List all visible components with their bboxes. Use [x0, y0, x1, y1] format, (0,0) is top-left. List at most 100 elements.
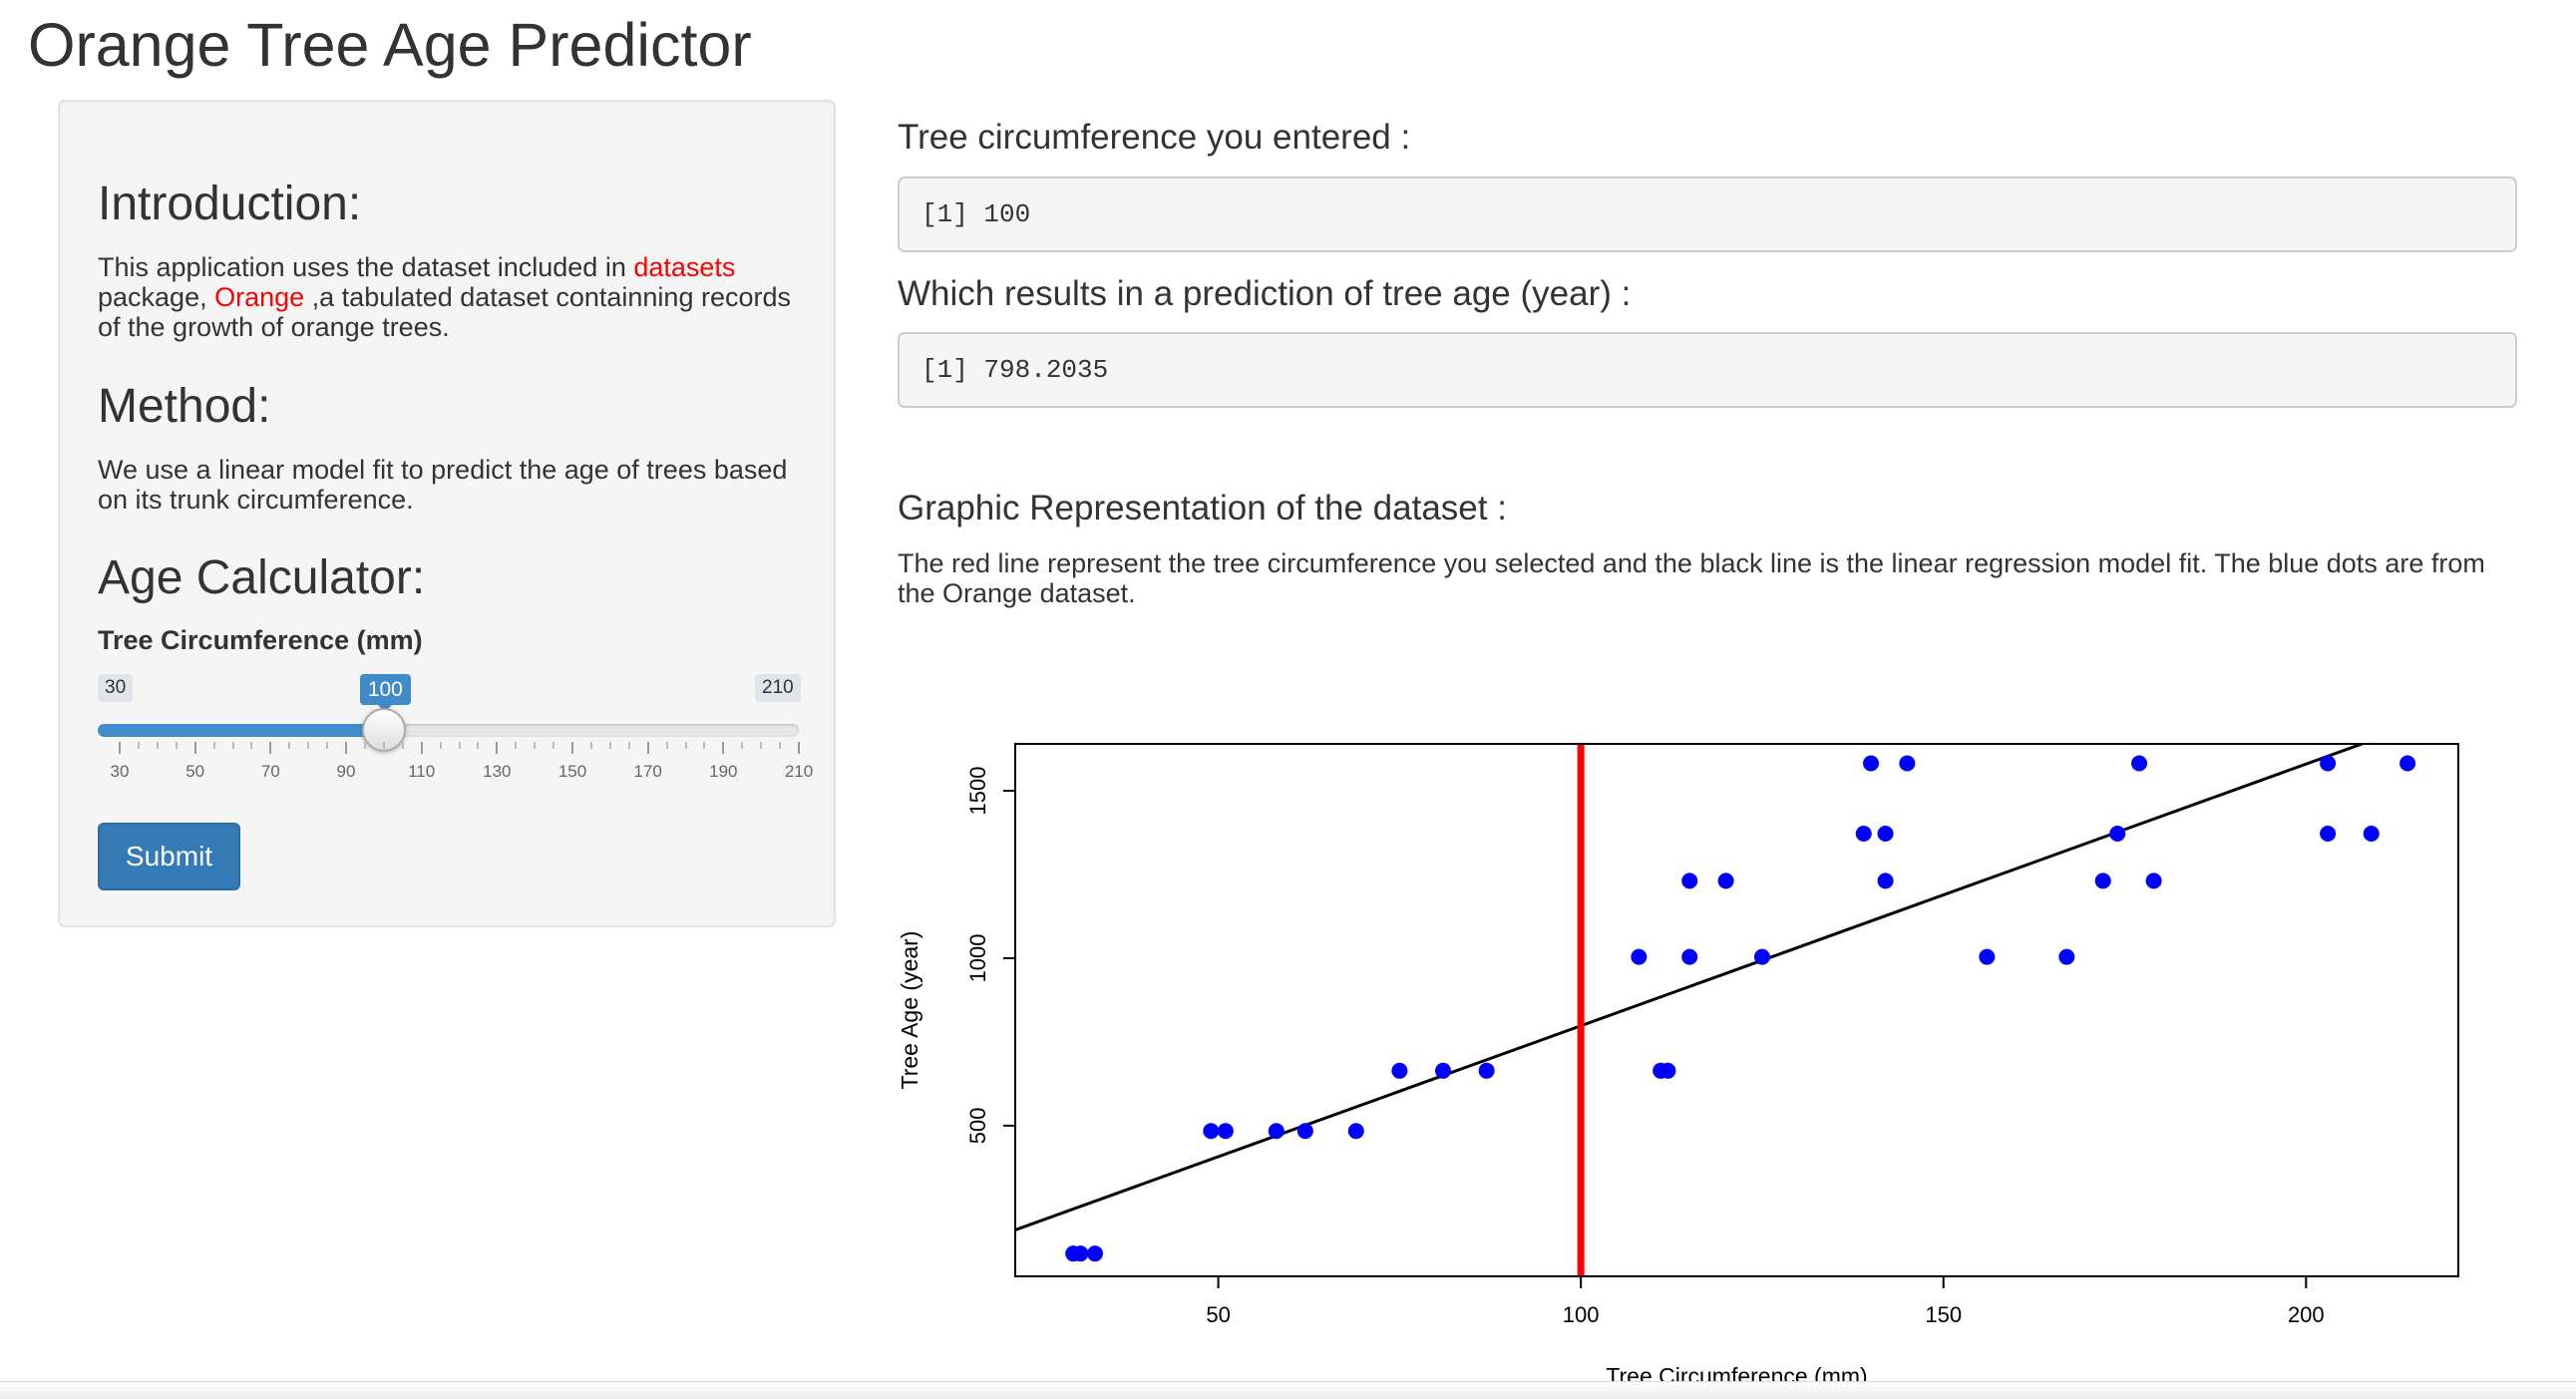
slider-minor-tick [382, 742, 385, 749]
data-point [1899, 755, 1916, 772]
data-point [1855, 826, 1872, 843]
y-tick-label: 500 [965, 1108, 990, 1145]
slider-minor-tick [534, 742, 537, 749]
slider-tick-label: 110 [408, 762, 436, 781]
data-point [1877, 873, 1894, 889]
entered-heading: Tree circumference you entered : [898, 118, 1411, 157]
slider-major-tick [798, 742, 800, 754]
slider-minor-tick [156, 742, 159, 749]
intro-text-part1: This application uses the dataset includ… [98, 252, 634, 282]
data-point [1217, 1123, 1234, 1140]
slider-major-tick [646, 742, 649, 754]
y-tick-label: 1500 [965, 767, 990, 816]
orange-highlight: Orange [214, 282, 305, 312]
data-point [1478, 1062, 1495, 1079]
data-point [2320, 755, 2337, 772]
slider-minor-tick [779, 742, 782, 749]
data-point [1347, 1123, 1364, 1140]
data-point [1072, 1245, 1089, 1262]
prediction-output: [1] 798.2035 [898, 332, 2517, 408]
plot-frame [1014, 743, 2459, 1277]
data-point [2109, 826, 2126, 843]
slider-tick-label: 210 [784, 762, 814, 781]
slider-minor-tick [137, 742, 140, 749]
data-point [1681, 948, 1698, 965]
x-tick-label: 150 [1925, 1302, 1962, 1327]
data-point [1086, 1245, 1103, 1262]
introduction-text: This application uses the dataset includ… [98, 252, 806, 342]
data-point [2131, 755, 2148, 772]
slider-major-tick [345, 742, 347, 754]
data-point [1979, 948, 1996, 965]
entered-output: [1] 100 [898, 176, 2517, 252]
slider-minor-tick [515, 742, 518, 749]
slider-minor-tick [665, 742, 668, 749]
slider-minor-tick [175, 742, 178, 749]
slider-minor-tick [552, 742, 555, 749]
data-point [2094, 873, 2111, 889]
slider-tick-label: 150 [557, 762, 587, 781]
y-axis-label: Tree Age (year) [898, 931, 922, 1090]
slider-minor-tick [439, 742, 442, 749]
data-point [1877, 826, 1894, 843]
submit-button[interactable]: Submit [98, 823, 240, 890]
slider-track[interactable] [98, 724, 799, 737]
slider-major-tick [496, 742, 499, 754]
slider-minor-tick [741, 742, 744, 749]
slider-tick-label: 190 [709, 762, 738, 781]
data-point [1203, 1123, 1220, 1140]
data-point [2363, 826, 2380, 843]
slider-value-label: 100 [359, 674, 411, 712]
data-point [1435, 1062, 1452, 1079]
slider-major-tick [193, 742, 196, 754]
data-point [1717, 873, 1734, 889]
data-point [1268, 1123, 1285, 1140]
slider-minor-tick [363, 742, 366, 749]
introduction-heading: Introduction: [98, 177, 362, 230]
intro-text-part2: package, [98, 282, 215, 312]
slider-minor-tick [326, 742, 329, 749]
data-point [2058, 948, 2075, 965]
y-tick-label: 1000 [965, 933, 990, 982]
method-heading: Method: [98, 380, 271, 433]
slider-major-tick [119, 742, 121, 754]
slider-major-tick [420, 742, 423, 754]
graphic-heading: Graphic Representation of the dataset : [898, 489, 1507, 527]
graphic-description: The red line represent the tree circumfe… [898, 548, 2485, 608]
slider-tick-label: 130 [483, 762, 512, 781]
data-point [1659, 1062, 1676, 1079]
data-point [1296, 1123, 1313, 1140]
data-point [1753, 948, 1770, 965]
prediction-heading: Which results in a prediction of tree ag… [898, 274, 1632, 313]
slider-minor-tick [477, 742, 480, 749]
app-title: Orange Tree Age Predictor [28, 11, 752, 79]
datasets-highlight: datasets [633, 252, 736, 282]
slider-major-tick [269, 742, 272, 754]
slider-ticks: 30 50 70 90 110 130 150 170 190 210 [60, 742, 838, 802]
circumference-slider-label: Tree Circumference (mm) [98, 625, 423, 655]
slider-minor-tick [307, 742, 310, 749]
slider-minor-tick [608, 742, 611, 749]
slider-tick-label: 70 [260, 762, 280, 781]
slider-max-label: 210 [755, 674, 801, 702]
x-tick-label: 200 [2288, 1302, 2325, 1327]
slider-major-tick [722, 742, 725, 754]
slider-minor-tick [627, 742, 630, 749]
data-point [2145, 873, 2162, 889]
intro-text-part3: ,a tabulated dataset containning records… [98, 282, 791, 342]
x-tick-label: 100 [1563, 1302, 1600, 1327]
slider-minor-tick [760, 742, 763, 749]
window-bottom-edge [0, 1381, 2576, 1399]
slider-minor-tick [288, 742, 291, 749]
slider-minor-tick [401, 742, 404, 749]
data-point [2399, 755, 2416, 772]
data-point [1863, 755, 1880, 772]
method-text: We use a linear model fit to predict the… [98, 455, 788, 515]
slider-minor-tick [703, 742, 706, 749]
slider-minor-tick [589, 742, 592, 749]
age-calculator-heading: Age Calculator: [98, 551, 426, 604]
slider-major-tick [571, 742, 573, 754]
sidebar-panel: Introduction: This application uses the … [58, 100, 836, 927]
slider-minor-tick [684, 742, 687, 749]
